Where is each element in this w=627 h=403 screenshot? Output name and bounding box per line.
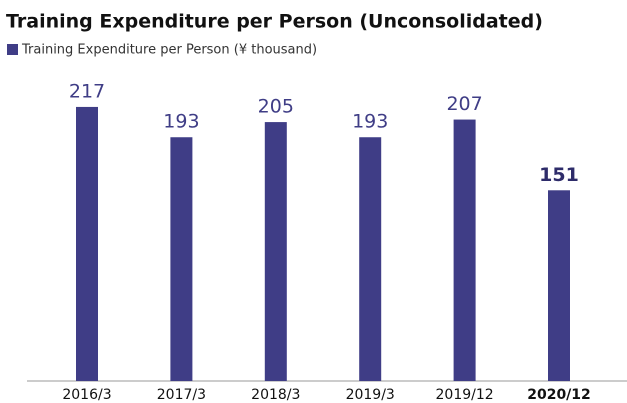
chart-title: Training Expenditure per Person (Unconso…	[6, 11, 543, 33]
bar	[453, 119, 476, 382]
x-tick-label: 2018/3	[251, 387, 300, 403]
value-label: 207	[446, 93, 482, 115]
bar	[359, 137, 382, 381]
bar	[264, 122, 287, 382]
x-tick-label: 2020/12	[527, 387, 591, 403]
value-label: 205	[258, 96, 294, 118]
x-tick-label: 2017/3	[157, 387, 206, 403]
value-label: 151	[539, 164, 579, 186]
value-label: 217	[69, 80, 105, 102]
value-label: 193	[352, 111, 388, 133]
bar	[76, 106, 98, 381]
x-tick-label: 2016/3	[62, 387, 111, 403]
x-tick-label: 2019/12	[436, 387, 494, 403]
value-label: 193	[163, 111, 199, 133]
legend-swatch	[7, 44, 18, 55]
bar	[170, 137, 193, 381]
x-tick-label: 2019/3	[346, 387, 395, 403]
legend-label: Training Expenditure per Person (¥ thous…	[21, 43, 317, 58]
bar	[548, 190, 570, 381]
